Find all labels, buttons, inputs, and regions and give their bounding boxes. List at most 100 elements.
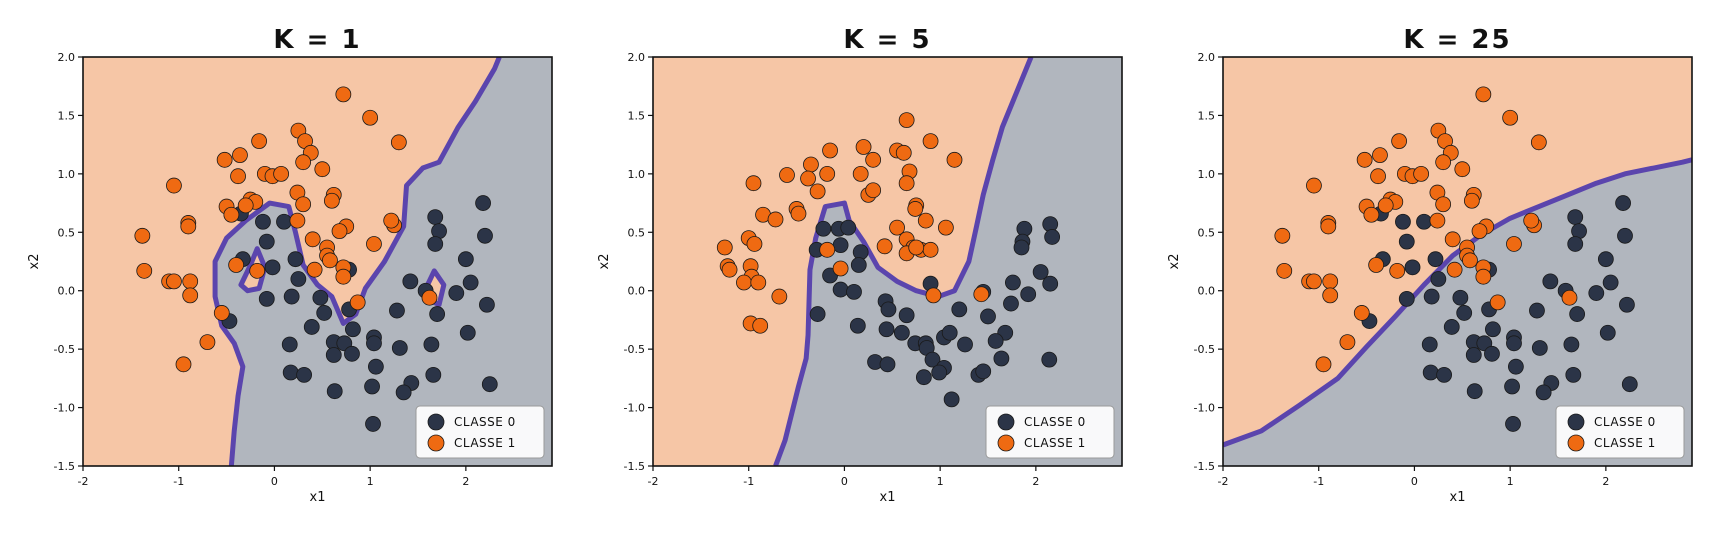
point-class-0	[367, 358, 384, 375]
y-tick-label: -1.0	[54, 402, 75, 415]
legend-label-class-1: CLASSE 1	[1594, 436, 1656, 450]
point-class-0	[1452, 289, 1469, 306]
point-class-1	[136, 262, 153, 279]
x-tick-label: 2	[462, 475, 469, 488]
point-class-1	[199, 334, 216, 351]
point-class-1	[750, 274, 767, 291]
point-class-1	[745, 175, 762, 192]
point-class-1	[249, 262, 266, 279]
point-class-1	[865, 182, 882, 199]
point-class-0	[1588, 285, 1605, 301]
point-class-0	[1506, 335, 1522, 352]
chart-title: K = 25	[1403, 25, 1511, 55]
point-class-0	[980, 308, 996, 325]
y-tick-label: 0.0	[628, 285, 646, 298]
x-axis-label: x1	[1450, 490, 1466, 505]
panel-3: K = 25 -2 -1 0 1 2 2.0 1.5 1.0 0.5 0.0 -0.5 -1.0 -1.5…	[1167, 25, 1693, 505]
point-class-1	[349, 294, 366, 311]
point-class-0	[840, 219, 857, 236]
region-class-1	[653, 57, 1032, 466]
point-class-0	[832, 237, 849, 254]
y-tick-label: -1.5	[54, 460, 75, 473]
point-class-0	[809, 306, 826, 322]
point-class-1	[832, 260, 849, 277]
plot-area	[653, 57, 1122, 466]
point-class-1	[1322, 287, 1339, 304]
legend-box	[1555, 405, 1685, 459]
point-class-0	[1507, 358, 1524, 375]
point-class-1	[228, 257, 245, 273]
point-class-0	[832, 281, 849, 298]
legend-marker-class-0	[427, 413, 445, 431]
point-class-0	[846, 283, 862, 300]
point-class-1	[895, 144, 912, 161]
point-class-1	[1446, 261, 1463, 278]
point-class-0	[402, 273, 419, 290]
point-class-0	[1427, 251, 1444, 268]
point-class-0	[1466, 383, 1483, 400]
point-class-1	[273, 165, 290, 182]
y-tick-label: 2.0	[58, 51, 76, 64]
point-class-1	[855, 139, 872, 155]
point-class-0	[975, 363, 992, 380]
point-class-1	[223, 206, 240, 223]
point-class-0	[1416, 213, 1432, 230]
point-class-0	[475, 195, 491, 211]
point-class-0	[951, 301, 968, 318]
point-class-1	[937, 219, 954, 236]
point-class-0	[389, 302, 405, 319]
x-tick-label: 2	[1602, 475, 1609, 488]
point-class-0	[1567, 236, 1584, 252]
point-class-0	[462, 274, 479, 291]
point-class-1	[421, 289, 438, 306]
point-class-1	[182, 287, 199, 304]
point-class-0	[345, 321, 361, 338]
point-class-1	[289, 212, 306, 229]
point-class-0	[879, 356, 896, 373]
point-class-1	[771, 288, 788, 305]
point-class-0	[344, 345, 360, 362]
plot-area	[1223, 57, 1692, 466]
point-class-0	[850, 257, 867, 273]
point-class-1	[166, 273, 182, 290]
point-class-1	[390, 134, 407, 151]
legend-label-class-0: CLASSE 0	[454, 415, 516, 429]
point-class-1	[166, 177, 182, 194]
point-class-0	[1619, 296, 1635, 313]
point-class-1	[232, 147, 248, 164]
legend-label-class-1: CLASSE 1	[1024, 436, 1086, 450]
point-class-1	[1475, 268, 1492, 285]
point-class-0	[423, 336, 440, 353]
point-class-0	[1563, 336, 1580, 353]
point-class-0	[1505, 416, 1521, 432]
point-class-1	[1363, 206, 1380, 223]
x-tick-label: -1	[1313, 475, 1324, 488]
y-tick-label: 0.5	[628, 226, 646, 239]
point-class-0	[815, 220, 832, 237]
point-class-0	[258, 290, 275, 307]
point-class-0	[924, 351, 941, 368]
x-tick-label: -2	[78, 475, 89, 488]
x-tick-label: 1	[367, 475, 374, 488]
point-class-0	[931, 364, 948, 381]
point-class-0	[1617, 227, 1633, 244]
point-class-0	[1041, 351, 1058, 368]
point-class-0	[1436, 366, 1452, 383]
legend-label-class-0: CLASSE 0	[1024, 415, 1086, 429]
y-axis-label: x2	[27, 254, 42, 270]
point-class-0	[1569, 306, 1586, 322]
point-class-0	[366, 335, 382, 352]
point-class-1	[790, 205, 807, 222]
point-class-1	[800, 170, 816, 187]
point-class-1	[1389, 262, 1406, 279]
point-class-1	[1372, 147, 1388, 164]
point-class-1	[331, 223, 348, 240]
legend: CLASSE 0 CLASSE 1	[1555, 405, 1685, 459]
legend-marker-class-0	[997, 413, 1015, 431]
point-class-0	[1398, 233, 1415, 250]
legend-marker-class-0	[1567, 413, 1585, 431]
y-tick-label: 1.5	[58, 109, 76, 122]
point-class-0	[1485, 321, 1501, 338]
point-class-0	[1421, 336, 1438, 353]
point-class-1	[898, 112, 915, 129]
